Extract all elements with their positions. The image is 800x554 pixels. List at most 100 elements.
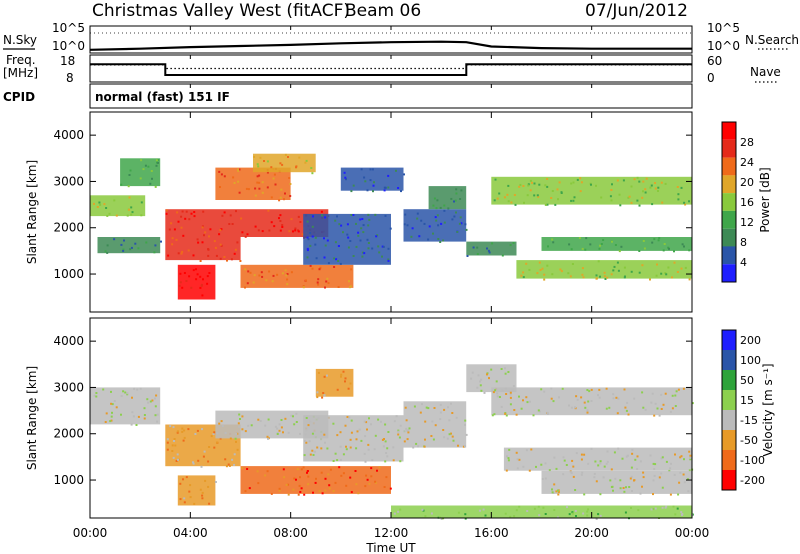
x-tick-2: 08:00	[273, 526, 308, 540]
velocity-colorbar-tick-1: 100	[740, 354, 761, 367]
power-colorbar-swatch-1	[722, 139, 736, 158]
cpid-label: CPID	[3, 90, 35, 104]
velocity-colorbar-label: Velocity [m s⁻¹]	[761, 363, 775, 456]
power-band-6	[215, 167, 292, 202]
freq-tick-left-bottom: 8	[66, 71, 74, 85]
power-band-11	[403, 209, 468, 243]
power-colorbar-tick-0: 28	[740, 136, 754, 149]
velocity-ytick-0: 4000	[53, 334, 84, 348]
power-band-2	[120, 158, 161, 188]
x-tick-6: 00:00	[675, 526, 710, 540]
velocity-colorbar-tick-2: 50	[740, 374, 754, 387]
power-colorbar-tick-6: 4	[740, 256, 747, 269]
power-band-12	[428, 186, 467, 210]
velocity-colorbar-tick-0: 200	[740, 334, 761, 347]
velocity-band-2	[177, 475, 217, 506]
power-ytick-1: 3000	[53, 174, 84, 188]
power-colorbar-swatch-5	[722, 210, 736, 229]
nsky-label: N.Sky	[3, 33, 37, 47]
nsearch-label: N.Search	[745, 33, 799, 47]
velocity-panel: 4000 3000 2000 1000 Slant Range [km] 200 100…	[25, 317, 775, 520]
velocity-colorbar-swatch-7	[722, 470, 736, 490]
velocity-colorbar-swatch-4	[722, 410, 736, 430]
power-colorbar-tick-1: 24	[740, 156, 754, 169]
power-colorbar-tick-3: 16	[740, 196, 754, 209]
velocity-ylabel: Slant Range [km]	[25, 366, 39, 470]
velocity-colorbar-swatch-2	[722, 370, 736, 390]
power-colorbar-tick-2: 20	[740, 176, 754, 189]
freq-tick-right-bottom: 0	[707, 71, 715, 85]
nave-series-line	[90, 64, 692, 70]
power-band-0	[90, 195, 146, 217]
power-colorbar-swatch-2	[722, 157, 736, 176]
velocity-ytick-3: 1000	[53, 473, 84, 487]
cpid-mode-text: normal (fast) 151 IF	[95, 90, 230, 104]
velocity-band-9	[491, 387, 694, 417]
noise-tick-left-bottom: 10^0	[52, 39, 85, 53]
freq-label-1: Freq.	[6, 53, 36, 67]
nsky-series-line	[89, 40, 692, 51]
noise-tick-right-top: 10^5	[707, 21, 740, 35]
power-colorbar-swatch-0	[722, 122, 736, 140]
power-band-13	[466, 241, 517, 257]
power-band-15	[516, 260, 692, 281]
power-band-10	[340, 167, 405, 193]
power-band-3	[165, 237, 242, 262]
power-ytick-3: 1000	[53, 267, 84, 281]
velocity-band-6	[315, 368, 354, 399]
x-tick-1: 04:00	[173, 526, 208, 540]
velocity-colorbar-swatch-3	[722, 390, 736, 410]
power-band-5	[177, 264, 216, 300]
velocity-ytick-1: 3000	[53, 380, 84, 394]
station-title: Christmas Valley West (fitACF)	[92, 1, 350, 21]
power-band-14	[491, 176, 692, 207]
x-tick-0: 00:00	[73, 526, 108, 540]
velocity-colorbar-tick-4: -15	[740, 414, 758, 427]
velocity-colorbar-swatch-6	[722, 450, 736, 470]
velocity-colorbar-swatch-0	[722, 330, 736, 350]
velocity-band-11	[541, 470, 692, 496]
power-band-4	[165, 209, 330, 239]
power-colorbar-swatch-6	[722, 228, 736, 247]
velocity-band-5	[303, 415, 406, 463]
power-colorbar-swatch-4	[722, 193, 736, 211]
velocity-colorbar-tick-5: -50	[740, 434, 758, 447]
power-ylabel: Slant Range [km]	[25, 160, 39, 264]
x-axis-label: Time UT	[365, 541, 416, 554]
velocity-band-12	[391, 505, 694, 520]
power-ytick-2: 2000	[53, 221, 84, 235]
power-band-9	[303, 213, 392, 265]
power-colorbar-label: Power [dB]	[758, 167, 772, 232]
power-colorbar-tick-4: 12	[740, 216, 754, 229]
velocity-band-10	[503, 447, 694, 473]
beam-label: Beam 06	[345, 1, 421, 21]
power-colorbar-swatch-3	[722, 175, 736, 194]
noise-panel: 10^5 10^0 10^5 10^0	[52, 21, 740, 54]
power-colorbar-swatch-7	[722, 246, 736, 265]
freq-series-line	[90, 63, 692, 76]
noise-tick-left-top: 10^5	[52, 21, 85, 35]
power-band-16	[541, 237, 692, 253]
x-axis: 00:00 04:00 08:00 12:00 16:00 20:00 00:00	[73, 26, 710, 540]
x-tick-3: 12:00	[374, 526, 409, 540]
power-ytick-0: 4000	[53, 128, 84, 142]
nave-label: Nave	[750, 65, 781, 79]
velocity-band-7	[403, 401, 468, 449]
freq-tick-left-top: 18	[60, 54, 75, 68]
freq-label-2: [MHz]	[3, 66, 38, 80]
power-band-1	[97, 237, 162, 254]
velocity-colorbar-tick-7: -200	[740, 474, 765, 487]
velocity-band-0	[90, 387, 161, 426]
x-tick-4: 16:00	[474, 526, 509, 540]
velocity-colorbar-swatch-1	[722, 350, 736, 370]
velocity-band-4	[240, 466, 392, 496]
freq-tick-right-top: 60	[707, 54, 722, 68]
power-colorbar-swatch-8	[722, 264, 736, 282]
velocity-colorbar-swatch-5	[722, 430, 736, 450]
power-band-8	[240, 264, 354, 289]
power-band-7	[253, 153, 316, 175]
x-tick-5: 20:00	[574, 526, 609, 540]
power-colorbar-tick-5: 8	[740, 236, 747, 249]
velocity-colorbar-tick-3: 15	[740, 394, 754, 407]
